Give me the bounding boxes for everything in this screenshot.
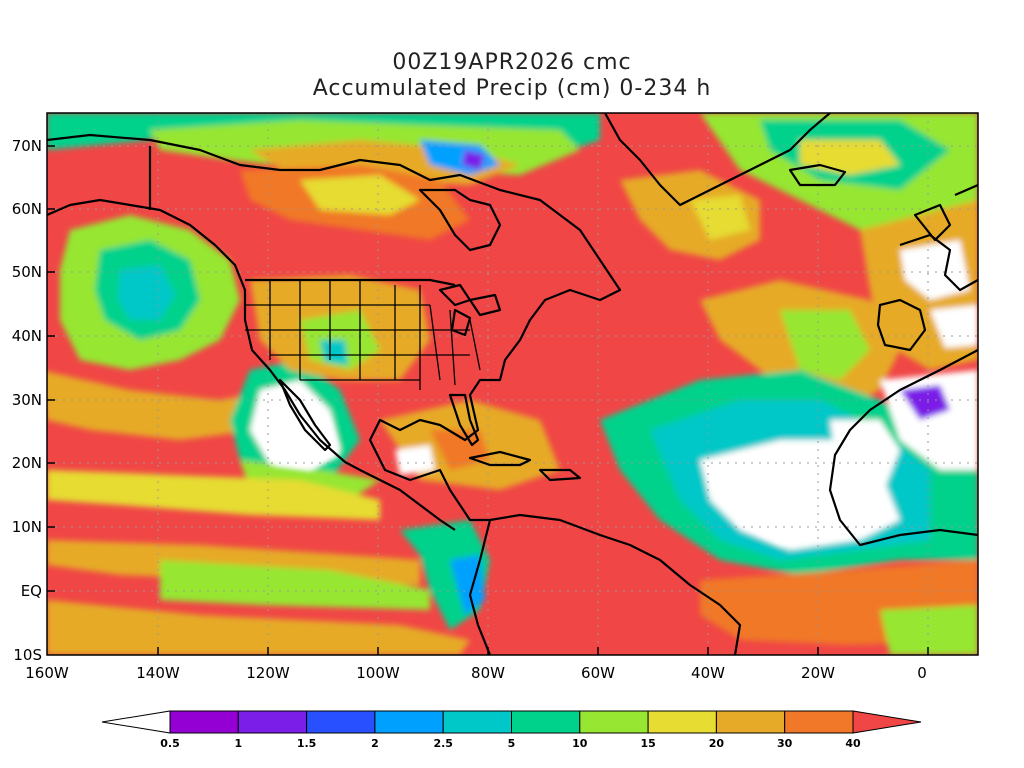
lat-label: 10N: [12, 518, 42, 536]
colorbar-level-label: 5: [508, 737, 516, 750]
lon-label: 100W: [356, 664, 400, 682]
state-borders: [245, 280, 481, 390]
map-frame: [46, 112, 979, 656]
colorbar-box: [784, 710, 854, 734]
lon-label: 80W: [471, 664, 505, 682]
lon-label: 120W: [246, 664, 290, 682]
colorbar-box: [647, 710, 717, 734]
lat-labels: 70N 60N 50N 40N 30N 20N 10N EQ 10S: [12, 137, 42, 664]
lat-label: 20N: [12, 454, 42, 472]
lon-label: 140W: [136, 664, 180, 682]
colorbar-level-label: 20: [709, 737, 725, 750]
lat-label: 60N: [12, 200, 42, 218]
lon-label: 0: [917, 664, 927, 682]
lat-label: 40N: [12, 327, 42, 345]
colorbar-box: [237, 710, 308, 734]
colorbar-box: [511, 710, 581, 734]
colorbar-level-label: 1: [234, 737, 242, 750]
lon-label: 20W: [801, 664, 835, 682]
colorbar-box: [579, 710, 649, 734]
precip-map: 70N 60N 50N 40N 30N 20N 10N EQ 10S 160W …: [12, 112, 979, 682]
lat-label: 30N: [12, 391, 42, 409]
colorbar-box: [374, 710, 444, 734]
colorbar-min-arrow: [101, 710, 171, 734]
colorbar-box: [306, 710, 376, 734]
lon-labels: 160W 140W 120W 100W 80W 60W 40W 20W 0: [25, 664, 927, 682]
colorbar-level-label: 40: [845, 737, 861, 750]
colorbar-level-label: 1.5: [297, 737, 317, 750]
colorbar-level-label: 15: [640, 737, 655, 750]
lat-label: EQ: [21, 582, 42, 600]
lon-label: 160W: [25, 664, 69, 682]
coastlines: [47, 113, 978, 655]
lat-label: 10S: [13, 646, 42, 664]
colorbar-max-arrow: [852, 710, 922, 734]
colorbar-level-label: 2: [371, 737, 379, 750]
map-title: 00Z19APR2026 cmc: [392, 50, 632, 75]
graticule: [47, 113, 978, 655]
colorbar-box: [442, 710, 513, 734]
colorbar-level-label: 10: [572, 737, 588, 750]
colorbar-box: [169, 710, 239, 734]
lat-label: 50N: [12, 263, 42, 281]
ticks: [47, 145, 929, 655]
map-subtitle: Accumulated Precip (cm) 0-234 h: [312, 76, 712, 101]
colorbar-box: [715, 710, 786, 734]
lon-label: 60W: [581, 664, 615, 682]
precip-field: [47, 113, 978, 655]
lon-label: 40W: [691, 664, 725, 682]
lat-label: 70N: [12, 137, 42, 155]
colorbar-level-label: 0.5: [160, 737, 180, 750]
colorbar-level-label: 30: [777, 737, 793, 750]
colorbar-level-label: 2.5: [433, 737, 453, 750]
